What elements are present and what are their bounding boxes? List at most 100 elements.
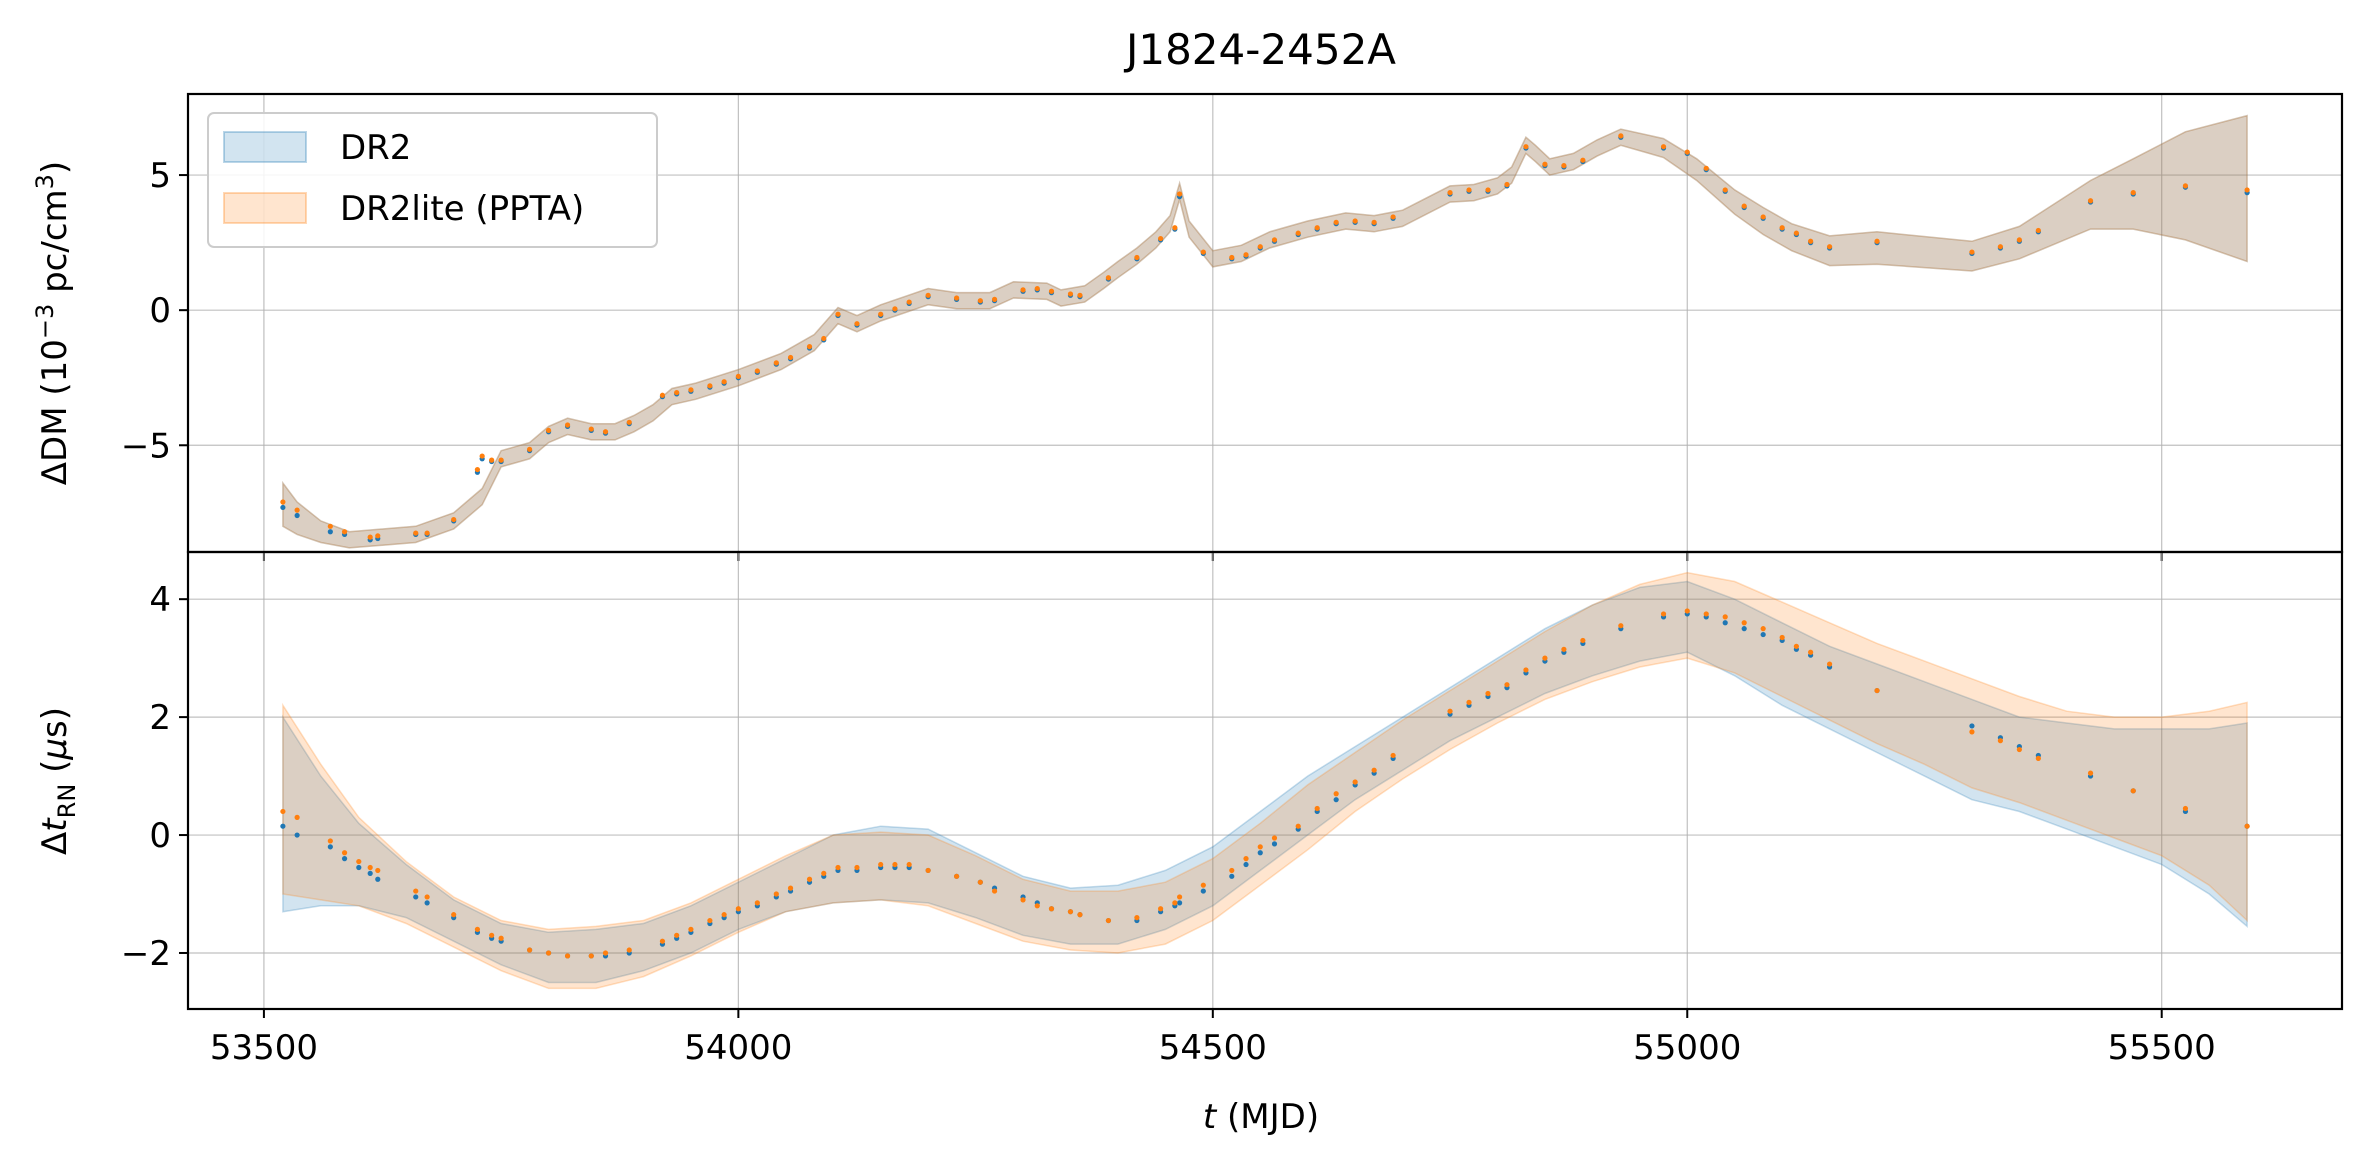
point-dr2lite	[2182, 805, 2189, 812]
grid-rn	[188, 552, 2342, 1009]
point-dr2lite	[821, 335, 827, 342]
point-dr2lite	[1741, 620, 1747, 626]
ytick-label: −2	[121, 934, 171, 974]
point-dr2	[1271, 841, 1278, 847]
point-dr2lite	[906, 861, 912, 868]
xtick-label: 55500	[2108, 1028, 2216, 1068]
point-dr2lite	[854, 321, 860, 327]
point-dr2lite	[1561, 163, 1567, 169]
point-dr2	[280, 504, 286, 511]
point-dr2lite	[1048, 906, 1055, 912]
point-dr2lite	[659, 938, 666, 944]
point-dr2	[1741, 626, 1747, 632]
point-dr2lite	[413, 888, 419, 894]
legend: DR2 DR2lite (PPTA)	[207, 112, 658, 248]
point-dr2lite	[1447, 708, 1453, 714]
point-dr2lite	[735, 906, 741, 912]
band-dr2	[282, 114, 2248, 549]
point-dr2lite	[977, 298, 983, 304]
point-dr2lite	[527, 947, 533, 953]
band-dr2lite	[282, 114, 2248, 549]
panel-dm: −5 0 5 ΔDM (10−3 pc/cm3) DR2 DR2lite (PPTA…	[31, 92, 2344, 561]
point-dr2	[1333, 797, 1339, 803]
xtick-label: 53500	[210, 1028, 318, 1068]
point-dr2	[1229, 873, 1235, 879]
point-dr2lite	[1969, 729, 1975, 735]
point-dr2lite	[2244, 187, 2250, 193]
point-dr2lite	[626, 419, 632, 425]
point-dr2lite	[1779, 225, 1785, 231]
point-dr2lite	[787, 354, 794, 361]
point-dr2lite	[564, 422, 571, 428]
point-dr2lite	[1200, 249, 1206, 255]
point-dr2lite	[1077, 292, 1083, 298]
point-dr2lite	[527, 446, 533, 452]
point-dr2lite	[773, 891, 779, 897]
point-dr2lite	[1874, 687, 1880, 694]
point-dr2lite	[1034, 903, 1040, 909]
band-dr2	[282, 580, 2248, 984]
point-dr2lite	[294, 814, 300, 820]
point-dr2lite	[954, 873, 960, 879]
point-dr2lite	[280, 808, 286, 815]
point-dr2lite	[892, 861, 898, 868]
ytick-label: −5	[121, 426, 171, 466]
point-dr2lite	[1684, 149, 1690, 155]
point-dr2lite	[626, 947, 632, 953]
point-dr2lite	[489, 932, 495, 938]
point-dr2lite	[375, 533, 381, 539]
point-dr2lite	[1034, 285, 1040, 292]
point-dr2lite	[835, 311, 841, 317]
xticks-rn: 53500 54000 54500 55000 55500	[210, 1009, 2216, 1068]
point-dr2	[1243, 861, 1249, 868]
ytick-label: 4	[149, 580, 171, 620]
point-dr2	[413, 894, 419, 900]
point-dr2lite	[1105, 917, 1112, 924]
point-dr2lite	[1997, 738, 2003, 744]
point-dr2lite	[1793, 230, 1799, 236]
point-dr2lite	[1793, 643, 1799, 649]
point-dr2lite	[474, 926, 481, 932]
point-dr2	[280, 823, 286, 829]
point-dr2lite	[821, 870, 827, 876]
point-dr2lite	[1618, 133, 1624, 139]
yticks-rn: −2 0 2 4	[121, 580, 188, 974]
point-dr2lite	[1808, 649, 1814, 655]
point-dr2lite	[474, 466, 481, 473]
point-dr2lite	[1134, 915, 1140, 921]
point-dr2lite	[721, 912, 727, 918]
point-dr2lite	[451, 516, 457, 523]
point-dr2lite	[1176, 894, 1183, 900]
point-dr2lite	[1134, 254, 1140, 261]
point-dr2lite	[991, 296, 998, 302]
point-dr2lite	[1542, 655, 1548, 661]
point-dr2lite	[341, 850, 348, 856]
point-dr2lite	[1020, 897, 1026, 903]
point-dr2lite	[773, 360, 779, 366]
point-dr2lite	[2016, 746, 2022, 753]
point-dr2lite	[1229, 867, 1235, 874]
point-dr2lite	[1243, 856, 1249, 862]
point-dr2	[1722, 620, 1728, 626]
point-dr2lite	[674, 932, 680, 938]
point-dr2lite	[294, 507, 300, 513]
panel-rn: −2 0 2 4 53500 54000 54500 55000 55500 ΔtRN (μs…	[35, 550, 2344, 1068]
point-dr2lite	[424, 894, 430, 900]
point-dr2lite	[1485, 690, 1491, 697]
legend-label-lite: DR2lite (PPTA)	[340, 189, 584, 229]
point-dr2lite	[1243, 252, 1249, 258]
point-dr2lite	[280, 499, 286, 505]
point-dr2lite	[1371, 219, 1377, 225]
points-dm	[280, 133, 2250, 543]
point-dr2lite	[688, 387, 694, 393]
point-dr2lite	[1703, 611, 1709, 617]
point-dr2lite	[1333, 219, 1339, 225]
ytick-label: 0	[149, 816, 171, 856]
point-dr2	[327, 529, 333, 535]
point-dr2lite	[721, 379, 727, 385]
point-dr2lite	[1874, 238, 1880, 244]
point-dr2lite	[1684, 608, 1690, 614]
point-dr2lite	[1314, 225, 1320, 231]
point-dr2lite	[1703, 165, 1709, 171]
